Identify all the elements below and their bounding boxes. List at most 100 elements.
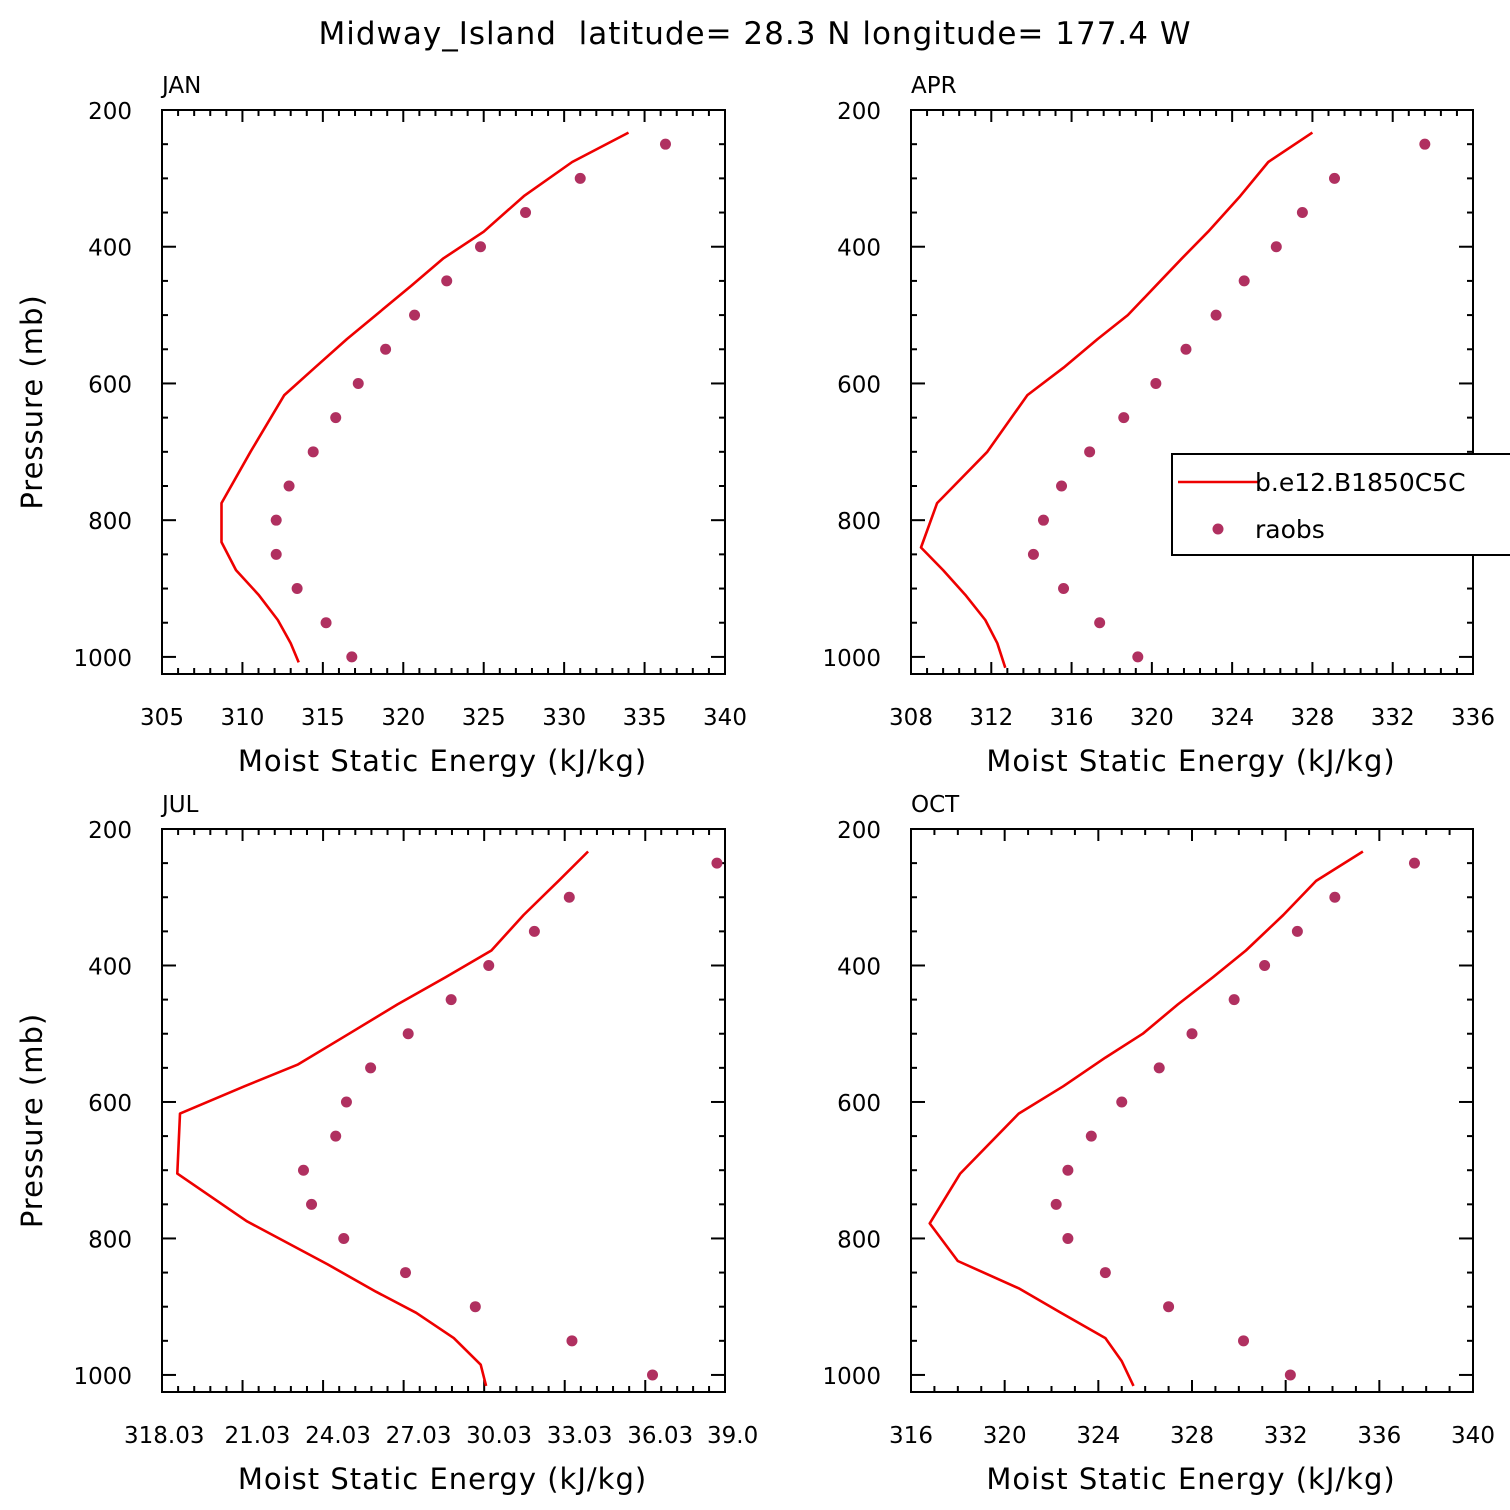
data-point <box>1118 412 1130 424</box>
panel-label-apr: APR <box>911 73 957 99</box>
x-tick-label: 336 <box>1451 705 1495 731</box>
data-point <box>1329 172 1341 184</box>
data-point <box>306 1198 318 1210</box>
y-tick-label: 600 <box>837 372 881 398</box>
x-tick-label: 328 <box>1290 705 1334 731</box>
x-tick-label: 320 <box>381 705 425 731</box>
panel-label-jul: JUL <box>160 792 199 818</box>
series-line-model <box>928 850 1364 1387</box>
data-point <box>291 583 303 595</box>
legend-label: raobs <box>1255 515 1325 544</box>
series-raobs <box>297 857 723 1381</box>
x-tick-label: 335 <box>623 705 667 731</box>
data-point <box>528 925 540 937</box>
plot-frame <box>910 109 1474 675</box>
x-tick-label: 318.03 <box>124 1423 204 1449</box>
y-tick-label: 1000 <box>822 1364 881 1390</box>
series-raobs <box>270 138 671 663</box>
x-tick-label: 27.03 <box>386 1423 452 1449</box>
y-tick-label: 400 <box>837 954 881 980</box>
x-tick-label: 24.03 <box>305 1423 371 1449</box>
series-line-model <box>176 850 590 1387</box>
data-point <box>307 446 319 458</box>
data-point <box>270 548 282 560</box>
panel-jul: JUL 318.03 21.03 24.03 27.03 30.03 33.03 36.03 3… <box>15 792 758 1496</box>
data-point <box>1408 857 1420 869</box>
data-point <box>1210 309 1222 321</box>
x-tick-label: 36.03 <box>627 1423 693 1449</box>
data-point <box>338 1232 350 1244</box>
data-point <box>1116 1096 1128 1108</box>
data-point <box>365 1062 377 1074</box>
data-point <box>1238 1335 1250 1347</box>
data-point <box>1027 548 1039 560</box>
panels: JAN 305 310 315 320 325 330 335 340 200 400 600 800 1… <box>15 73 1495 1496</box>
y-tick-label: 800 <box>837 1227 881 1253</box>
data-point <box>1419 138 1431 150</box>
legend-box <box>1171 453 1510 556</box>
data-point <box>563 891 575 903</box>
data-point <box>483 959 495 971</box>
x-tick-label: 21.03 <box>225 1423 291 1449</box>
y-axis-label: Pressure (mb) <box>15 294 49 509</box>
data-point <box>1270 241 1282 253</box>
data-point <box>659 138 671 150</box>
data-point <box>520 207 532 219</box>
data-point <box>297 1164 309 1176</box>
x-tick-label: 328 <box>1170 1423 1214 1449</box>
series-line-model <box>220 131 630 663</box>
series-raobs <box>1027 138 1431 663</box>
x-tick-label: 336 <box>1357 1423 1401 1449</box>
data-point <box>346 651 358 663</box>
data-point <box>1284 1369 1296 1381</box>
data-point <box>1132 651 1144 663</box>
y-tick-label: 400 <box>837 236 881 262</box>
data-point <box>1094 617 1106 629</box>
data-point <box>1150 377 1162 389</box>
y-tick-label: 800 <box>88 1227 132 1253</box>
data-point <box>320 617 332 629</box>
x-tick-label: 33.03 <box>547 1423 613 1449</box>
plot-frame <box>161 109 726 675</box>
y-tick-label: 200 <box>837 818 881 844</box>
panel-apr: APR 308 312 316 320 324 328 332 336 200 400 600 800 1… <box>822 73 1495 778</box>
data-point <box>1163 1301 1175 1313</box>
y-axis-label: Pressure (mb) <box>15 1013 49 1228</box>
panel-label-oct: OCT <box>911 792 960 818</box>
x-axis-label: Moist Static Energy (kJ/kg) <box>238 744 647 778</box>
x-tick-label: 312 <box>969 705 1013 731</box>
y-tick-label: 1000 <box>73 1364 132 1390</box>
data-point <box>1062 1232 1074 1244</box>
data-point <box>1099 1267 1111 1279</box>
data-point <box>402 1028 414 1040</box>
data-point <box>1180 343 1192 355</box>
ticks <box>161 828 726 1392</box>
plot-frame <box>910 828 1474 1393</box>
data-point <box>409 309 421 321</box>
data-point <box>1238 275 1250 287</box>
y-tick-label: 800 <box>837 509 881 535</box>
data-point <box>647 1369 659 1381</box>
data-point <box>1085 1130 1097 1142</box>
x-tick-label: 332 <box>1264 1423 1308 1449</box>
data-point <box>1050 1198 1062 1210</box>
legend: b.e12.B1850C5C raobs <box>1171 453 1510 556</box>
data-point <box>1062 1164 1074 1176</box>
series-line-model <box>919 131 1314 669</box>
data-point <box>380 343 392 355</box>
data-point <box>340 1096 352 1108</box>
data-point <box>1259 959 1271 971</box>
data-point <box>469 1301 481 1313</box>
x-tick-label: 30.03 <box>466 1423 532 1449</box>
data-point <box>1056 480 1068 492</box>
panel-label-jan: JAN <box>160 73 201 99</box>
ticks <box>910 109 1474 674</box>
y-tick-label: 600 <box>837 1091 881 1117</box>
x-axis-label: Moist Static Energy (kJ/kg) <box>986 744 1395 778</box>
plot-frame <box>161 828 726 1393</box>
y-tick-label: 400 <box>88 954 132 980</box>
data-point <box>1186 1028 1198 1040</box>
data-point <box>270 514 282 526</box>
y-tick-label: 800 <box>88 509 132 535</box>
